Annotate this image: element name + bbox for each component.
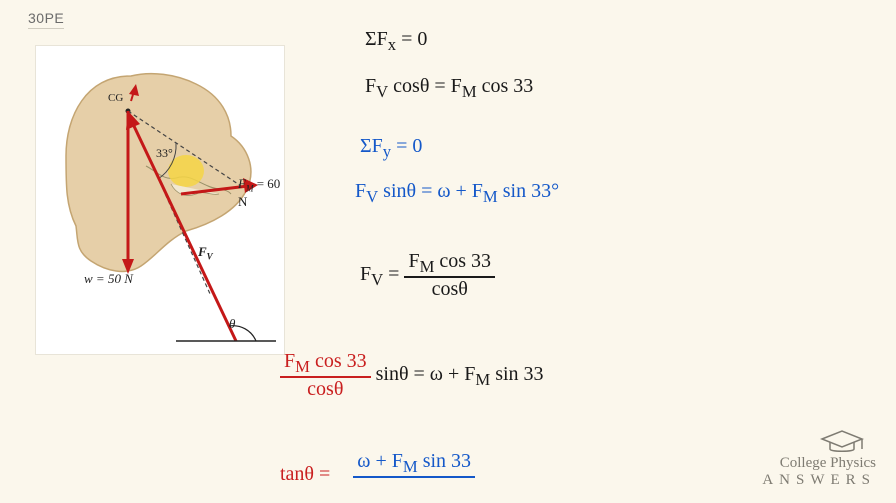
- eq6-mid: sinθ = ω + F: [376, 363, 476, 385]
- eq5-fv-sub: V: [371, 270, 383, 289]
- eq2-rhs: cos 33: [477, 75, 534, 97]
- theta-label: θ: [229, 316, 235, 332]
- brand-text: College Physics ANSWERS: [762, 455, 876, 489]
- eq6-top-f: F: [284, 350, 295, 372]
- eq4-rhs: sin 33°: [498, 180, 559, 202]
- eq6-bot: cosθ: [280, 378, 371, 400]
- eq5-top-rest: cos 33: [434, 250, 491, 272]
- eq6-rhs: sin 33: [490, 363, 543, 385]
- eq2-fm-sub: M: [462, 82, 477, 101]
- eq5-top-sub: M: [420, 257, 435, 276]
- fv-letter: F: [198, 244, 207, 259]
- eq1-sigma: ΣF: [365, 28, 388, 50]
- eq-tan-theta: tanθ = ω + FM sin 33: [280, 450, 475, 500]
- eq1-rhs: = 0: [396, 28, 427, 50]
- eq2-fv-sub: V: [376, 82, 388, 101]
- eq5-fv: F: [360, 263, 371, 285]
- eq4-fv-sub: V: [366, 187, 378, 206]
- problem-label: 30PE: [28, 10, 64, 29]
- w-label: w = 50 N: [84, 271, 133, 287]
- eq-sum-fy: ΣFy = 0: [360, 135, 422, 162]
- physics-diagram: CG 33° FM = 60 N FV w = 50 N θ: [35, 45, 285, 355]
- eq2-fv: F: [365, 75, 376, 97]
- eq1-sub: x: [388, 35, 396, 54]
- eq7-top-rest: sin 33: [418, 450, 471, 472]
- eq4-fm-sub: M: [483, 187, 498, 206]
- eq3-sigma: ΣF: [360, 135, 383, 157]
- eq-sum-fx: ΣFx = 0: [365, 28, 427, 55]
- eq7-top-sub: M: [403, 457, 418, 476]
- eq-substitution: FM cos 33 cosθ sinθ = ω + FM sin 33: [280, 350, 544, 400]
- eq6-top-sub: M: [295, 357, 310, 376]
- fv-sub: V: [207, 252, 213, 262]
- graduation-cap-icon: [818, 427, 866, 455]
- eq6-fm-sub: M: [475, 370, 490, 389]
- eq5-top-f: F: [408, 250, 419, 272]
- eq-fv-solve: FV = FM cos 33 cosθ: [360, 250, 495, 300]
- brand-line2: ANSWERS: [762, 472, 876, 489]
- fm-letter: F: [238, 176, 246, 191]
- fm-sub: M: [246, 184, 254, 194]
- fv-label: FV: [198, 244, 213, 262]
- cg-label: CG: [108, 92, 123, 104]
- eq4-fv: F: [355, 180, 366, 202]
- fm-label: FM = 60 N: [238, 176, 284, 210]
- brand-line1: College Physics: [762, 455, 876, 472]
- eq7-top: ω + F: [357, 450, 403, 472]
- eq3-sub: y: [383, 142, 391, 161]
- head-outline: [66, 74, 251, 272]
- eq-fx-balance: FV cosθ = FM cos 33: [365, 75, 533, 102]
- eq7-fraction: ω + FM sin 33: [353, 450, 475, 500]
- eq5-bot: cosθ: [404, 278, 495, 300]
- eq3-rhs: = 0: [391, 135, 422, 157]
- eq-fy-balance: FV sinθ = ω + FM sin 33°: [355, 180, 559, 207]
- eq6-fraction: FM cos 33 cosθ: [280, 350, 371, 400]
- eq2-mid: cosθ = F: [388, 75, 462, 97]
- eq5-eq: =: [383, 263, 404, 285]
- eq7-lhs: tanθ =: [280, 463, 330, 485]
- angle-33-label: 33°: [156, 146, 173, 161]
- eq6-top-rest: cos 33: [310, 350, 367, 372]
- eq5-fraction: FM cos 33 cosθ: [404, 250, 495, 300]
- eq4-mid: sinθ = ω + F: [378, 180, 483, 202]
